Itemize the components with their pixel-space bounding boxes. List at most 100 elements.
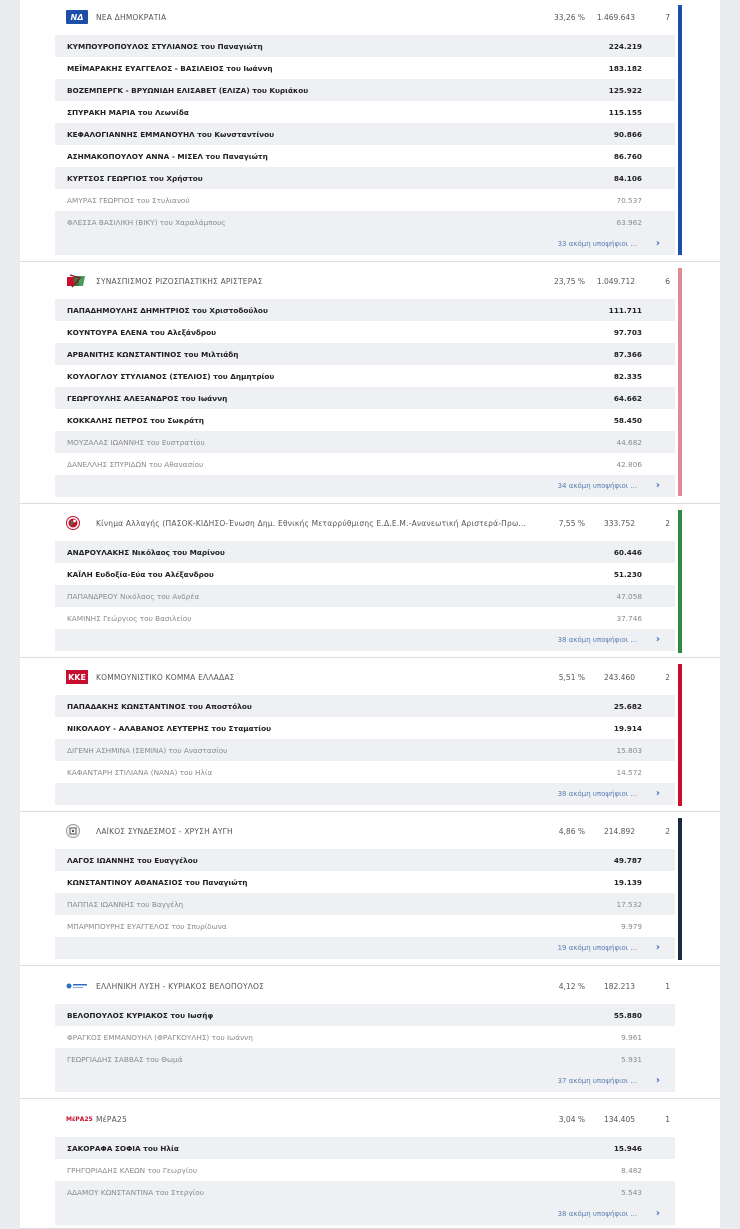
chevron-right-icon[interactable]: › — [655, 1208, 660, 1219]
table-row[interactable]: ΚΑΦΑΝΤΑΡΗ ΣΤΙΛΙΑΝΑ (ΝΑΝΑ) του Ηλία 14.572 — [55, 761, 675, 783]
candidate-name[interactable]: ΠΑΠΠΑΣ ΙΩΑΝΝΗΣ του Βαγγέλη — [67, 900, 184, 909]
candidate-name[interactable]: ΚΟΥΛΟΓΛΟΥ ΣΤΥΛΙΑΝΟΣ (ΣΤΕΛΙΟΣ) του Δημητρ… — [67, 372, 275, 381]
table-row[interactable]: ΛΑΓΟΣ ΙΩΑΝΝΗΣ του Ευαγγέλου 49.787 — [55, 849, 675, 871]
party-name[interactable]: Κίνημα Αλλαγής (ΠΑΣΟΚ-ΚΙΔΗΣΟ-Ένωση Δημ. … — [96, 519, 527, 528]
more-candidates-link[interactable]: 33 ακόμη υποψήφιοι ... — [558, 240, 637, 248]
more-candidates-link[interactable]: 38 ακόμη υποψήφιοι ... — [558, 790, 637, 798]
party-name[interactable]: ΕΛΛΗΝΙΚΗ ΛΥΣΗ - ΚΥΡΙΑΚΟΣ ΒΕΛΟΠΟΥΛΟΣ — [96, 982, 265, 991]
party-header[interactable]: ΕΛΛΗΝΙΚΗ ΛΥΣΗ - ΚΥΡΙΑΚΟΣ ΒΕΛΟΠΟΥΛΟΣ 4,12 … — [20, 969, 720, 997]
table-row[interactable]: ΣΠΥΡΑΚΗ ΜΑΡΙΑ του Λεωνίδα 115.155 — [55, 101, 675, 123]
table-row[interactable]: ΦΡΑΓΚΟΣ ΕΜΜΑΝΟΥΗΛ (ΦΡΑΓΚΟΥΛΗΣ) του Ιωάνν… — [55, 1026, 675, 1048]
candidate-name[interactable]: ΔΑΝΕΛΛΗΣ ΣΠΥΡΙΔΩΝ του Αθανασίου — [67, 460, 204, 469]
table-row[interactable]: ΑΝΔΡΟΥΛΑΚΗΣ Νικόλαος του Μαρίνου 60.446 — [55, 541, 675, 563]
table-row[interactable]: ΠΑΠΑΔΑΚΗΣ ΚΩΝΣΤΑΝΤΙΝΟΣ του Αποστόλου 25.6… — [55, 695, 675, 717]
party-name[interactable]: ΜέΡΑ25 — [96, 1115, 127, 1124]
table-row[interactable]: ΠΑΠΠΑΣ ΙΩΑΝΝΗΣ του Βαγγέλη 17.532 — [55, 893, 675, 915]
table-row[interactable]: ΚΑΜΙΝΗΣ Γεώργιος του Βασιλείου 37.746 — [55, 607, 675, 629]
candidate-name[interactable]: ΚΑΜΙΝΗΣ Γεώργιος του Βασιλείου — [67, 614, 192, 623]
party-name[interactable]: ΝΕΑ ΔΗΜΟΚΡΑΤΙΑ — [96, 13, 167, 22]
more-candidates-link[interactable]: 37 ακόμη υποψήφιοι ... — [558, 1077, 637, 1085]
table-row[interactable]: ΔΑΝΕΛΛΗΣ ΣΠΥΡΙΔΩΝ του Αθανασίου 42.806 — [55, 453, 675, 475]
chevron-right-icon[interactable]: › — [655, 942, 660, 953]
candidate-name[interactable]: ΜΠΑΡΜΠΟΥΡΗΣ ΕΥΑΓΓΕΛΟΣ του Σπυρίδωνα — [67, 922, 227, 931]
table-row[interactable]: ΔΙΓΕΝΗ ΑΣΗΜΙΝΑ (ΣΕΜΙΝΑ) του Αναστασίου 15… — [55, 739, 675, 761]
chevron-right-icon[interactable]: › — [655, 634, 660, 645]
table-row[interactable]: ΚΟΚΚΑΛΗΣ ΠΕΤΡΟΣ του Σωκράτη 58.450 — [55, 409, 675, 431]
candidate-name[interactable]: ΜΟΥΖΑΛΑΣ ΙΩΑΝΝΗΣ του Ευστρατίου — [67, 438, 205, 447]
candidate-name[interactable]: ΚΥΜΠΟΥΡΟΠΟΥΛΟΣ ΣΤΥΛΙΑΝΟΣ του Παναγιώτη — [67, 42, 263, 51]
candidate-name[interactable]: ΚΥΡΤΣΟΣ ΓΕΩΡΓΙΟΣ του Χρήστου — [67, 174, 203, 183]
table-row[interactable]: ΜΠΑΡΜΠΟΥΡΗΣ ΕΥΑΓΓΕΛΟΣ του Σπυρίδωνα 9.979 — [55, 915, 675, 937]
more-candidates-link[interactable]: 19 ακόμη υποψήφιοι ... — [558, 944, 637, 952]
candidate-name[interactable]: ΠΑΠΑΔΗΜΟΥΛΗΣ ΔΗΜΗΤΡΙΟΣ του Χριστοδούλου — [67, 306, 268, 315]
candidate-name[interactable]: ΠΑΠΑΝΔΡΕΟΥ Νικόλαος του Ανδρέα — [67, 592, 200, 601]
candidate-name[interactable]: ΣΠΥΡΑΚΗ ΜΑΡΙΑ του Λεωνίδα — [67, 108, 189, 117]
candidate-name[interactable]: ΣΑΚΟΡΑΦΑ ΣΟΦΙΑ του Ηλία — [67, 1144, 179, 1153]
candidate-name[interactable]: ΑΣΗΜΑΚΟΠΟΥΛΟΥ ΑΝΝΑ - ΜΙΣΕΛ του Παναγιώτη — [67, 152, 268, 161]
table-row[interactable]: ΜΟΥΖΑΛΑΣ ΙΩΑΝΝΗΣ του Ευστρατίου 44.682 — [55, 431, 675, 453]
candidate-name[interactable]: ΑΜΥΡΑΣ ΓΕΩΡΓΙΟΣ του Στυλιανού — [67, 196, 190, 205]
candidate-name[interactable]: ΦΛΕΣΣΑ ΒΑΣΙΛΙΚΗ (ΒΙΚΥ) του Χαραλάμπους — [67, 218, 226, 227]
table-row[interactable]: ΓΕΩΡΓΟΥΛΗΣ ΑΛΕΞΑΝΔΡΟΣ του Ιωάννη 64.662 — [55, 387, 675, 409]
table-row[interactable]: ΑΔΑΜΟΥ ΚΩΝΣΤΑΝΤΙΝΑ του Στεργίου 5.543 — [55, 1181, 675, 1203]
candidate-name[interactable]: ΚΟΥΝΤΟΥΡΑ ΕΛΕΝΑ του Αλεξάνδρου — [67, 328, 217, 337]
more-candidates-row[interactable]: 33 ακόμη υποψήφιοι ... › — [55, 233, 675, 255]
candidate-name[interactable]: ΑΝΔΡΟΥΛΑΚΗΣ Νικόλαος του Μαρίνου — [67, 548, 225, 557]
candidate-name[interactable]: ΛΑΓΟΣ ΙΩΑΝΝΗΣ του Ευαγγέλου — [67, 856, 198, 865]
table-row[interactable]: ΒΟΖΕΜΠΕΡΓΚ - ΒΡΥΩΝΙΔΗ ΕΛΙΣΑΒΕΤ (ΕΛΙΖΑ) τ… — [55, 79, 675, 101]
party-header[interactable]: ΚΚΕ ΚΟΜΜΟΥΝΙΣΤΙΚΟ ΚΟΜΜΑ ΕΛΛΑΔΑΣ 5,51 % 243.… — [20, 660, 720, 688]
candidate-name[interactable]: ΚΩΝΣΤΑΝΤΙΝΟΥ ΑΘΑΝΑΣΙΟΣ του Παναγιώτη — [67, 878, 248, 887]
candidate-name[interactable]: ΝΙΚΟΛΑΟΥ - ΑΛΑΒΑΝΟΣ ΛΕΥΤΕΡΗΣ του Σταματί… — [67, 724, 272, 733]
more-candidates-row[interactable]: 34 ακόμη υποψήφιοι ... › — [55, 475, 675, 497]
table-row[interactable]: ΠΑΠΑΝΔΡΕΟΥ Νικόλαος του Ανδρέα 47.058 — [55, 585, 675, 607]
chevron-right-icon[interactable]: › — [655, 788, 660, 799]
table-row[interactable]: ΚΥΡΤΣΟΣ ΓΕΩΡΓΙΟΣ του Χρήστου 84.106 — [55, 167, 675, 189]
table-row[interactable]: ΣΑΚΟΡΑΦΑ ΣΟΦΙΑ του Ηλία 15.946 — [55, 1137, 675, 1159]
more-candidates-row[interactable]: 38 ακόμη υποψήφιοι ... › — [55, 783, 675, 805]
chevron-right-icon[interactable]: › — [655, 480, 660, 491]
table-row[interactable]: ΚΟΥΛΟΓΛΟΥ ΣΤΥΛΙΑΝΟΣ (ΣΤΕΛΙΟΣ) του Δημητρ… — [55, 365, 675, 387]
party-header[interactable]: ΜέΡΑ25 ΜέΡΑ25 3,04 % 134.405 1 — [20, 1102, 720, 1130]
candidate-name[interactable]: ΓΕΩΡΓΙΑΔΗΣ ΣΑΒΒΑΣ του Θωμά — [67, 1055, 183, 1064]
table-row[interactable]: ΝΙΚΟΛΑΟΥ - ΑΛΑΒΑΝΟΣ ΛΕΥΤΕΡΗΣ του Σταματί… — [55, 717, 675, 739]
more-candidates-row[interactable]: 37 ακόμη υποψήφιοι ... › — [55, 1070, 675, 1092]
party-header[interactable]: ΣΥΝΑΣΠΙΣΜΟΣ ΡΙΖΟΣΠΑΣΤΙΚΗΣ ΑΡΙΣΤΕΡΑΣ 23,75… — [20, 264, 720, 292]
party-header[interactable]: ΝΔ ΝΕΑ ΔΗΜΟΚΡΑΤΙΑ 33,26 % 1.469.643 7 — [20, 0, 720, 28]
candidate-name[interactable]: ΚΑΦΑΝΤΑΡΗ ΣΤΙΛΙΑΝΑ (ΝΑΝΑ) του Ηλία — [67, 768, 213, 777]
table-row[interactable]: ΠΑΠΑΔΗΜΟΥΛΗΣ ΔΗΜΗΤΡΙΟΣ του Χριστοδούλου 1… — [55, 299, 675, 321]
table-row[interactable]: ΚΩΝΣΤΑΝΤΙΝΟΥ ΑΘΑΝΑΣΙΟΣ του Παναγιώτη 19.1… — [55, 871, 675, 893]
table-row[interactable]: ΜΕΪΜΑΡΑΚΗΣ ΕΥΑΓΓΕΛΟΣ - ΒΑΣΙΛΕΙΟΣ του Ιωά… — [55, 57, 675, 79]
table-row[interactable]: ΚΟΥΝΤΟΥΡΑ ΕΛΕΝΑ του Αλεξάνδρου 97.703 — [55, 321, 675, 343]
candidate-name[interactable]: ΑΔΑΜΟΥ ΚΩΝΣΤΑΝΤΙΝΑ του Στεργίου — [67, 1188, 204, 1197]
candidate-name[interactable]: ΓΕΩΡΓΟΥΛΗΣ ΑΛΕΞΑΝΔΡΟΣ του Ιωάννη — [67, 394, 228, 403]
candidate-name[interactable]: ΚΟΚΚΑΛΗΣ ΠΕΤΡΟΣ του Σωκράτη — [67, 416, 204, 425]
more-candidates-link[interactable]: 38 ακόμη υποψήφιοι ... — [558, 1210, 637, 1218]
table-row[interactable]: ΑΡΒΑΝΙΤΗΣ ΚΩΝΣΤΑΝΤΙΝΟΣ του Μιλτιάδη 87.36… — [55, 343, 675, 365]
table-row[interactable]: ΑΣΗΜΑΚΟΠΟΥΛΟΥ ΑΝΝΑ - ΜΙΣΕΛ του Παναγιώτη… — [55, 145, 675, 167]
candidate-name[interactable]: ΔΙΓΕΝΗ ΑΣΗΜΙΝΑ (ΣΕΜΙΝΑ) του Αναστασίου — [67, 746, 228, 755]
candidate-name[interactable]: ΚΕΦΑΛΟΓΙΑΝΝΗΣ ΕΜΜΑΝΟΥΗΛ του Κωνσταντίνου — [67, 130, 275, 139]
table-row[interactable]: ΑΜΥΡΑΣ ΓΕΩΡΓΙΟΣ του Στυλιανού 70.537 — [55, 189, 675, 211]
table-row[interactable]: ΚΑΪΛΗ Ευδοξία-Εύα του Αλέξανδρου 51.230 — [55, 563, 675, 585]
table-row[interactable]: ΒΕΛΟΠΟΥΛΟΣ ΚΥΡΙΑΚΟΣ του Ιωσήφ 55.880 — [55, 1004, 675, 1026]
table-row[interactable]: ΓΡΗΓΟΡΙΑΔΗΣ ΚΛΕΩΝ του Γεωργίου 8.482 — [55, 1159, 675, 1181]
candidate-name[interactable]: ΜΕΪΜΑΡΑΚΗΣ ΕΥΑΓΓΕΛΟΣ - ΒΑΣΙΛΕΙΟΣ του Ιωά… — [67, 64, 273, 73]
party-name[interactable]: ΛΑΪΚΟΣ ΣΥΝΔΕΣΜΟΣ - ΧΡΥΣΗ ΑΥΓΗ — [96, 827, 233, 836]
party-name[interactable]: ΣΥΝΑΣΠΙΣΜΟΣ ΡΙΖΟΣΠΑΣΤΙΚΗΣ ΑΡΙΣΤΕΡΑΣ — [96, 277, 263, 286]
more-candidates-row[interactable]: 38 ακόμη υποψήφιοι ... › — [55, 1203, 675, 1225]
candidate-name[interactable]: ΒΕΛΟΠΟΥΛΟΣ ΚΥΡΙΑΚΟΣ του Ιωσήφ — [67, 1011, 214, 1020]
candidate-name[interactable]: ΦΡΑΓΚΟΣ ΕΜΜΑΝΟΥΗΛ (ΦΡΑΓΚΟΥΛΗΣ) του Ιωάνν… — [67, 1033, 253, 1042]
more-candidates-row[interactable]: 38 ακόμη υποψήφιοι ... › — [55, 629, 675, 651]
party-header[interactable]: Κίνημα Αλλαγής (ΠΑΣΟΚ-ΚΙΔΗΣΟ-Ένωση Δημ. … — [20, 506, 720, 534]
table-row[interactable]: ΓΕΩΡΓΙΑΔΗΣ ΣΑΒΒΑΣ του Θωμά 5.931 — [55, 1048, 675, 1070]
candidate-name[interactable]: ΓΡΗΓΟΡΙΑΔΗΣ ΚΛΕΩΝ του Γεωργίου — [67, 1166, 198, 1175]
table-row[interactable]: ΚΕΦΑΛΟΓΙΑΝΝΗΣ ΕΜΜΑΝΟΥΗΛ του Κωνσταντίνου… — [55, 123, 675, 145]
table-row[interactable]: ΦΛΕΣΣΑ ΒΑΣΙΛΙΚΗ (ΒΙΚΥ) του Χαραλάμπους 63… — [55, 211, 675, 233]
party-name[interactable]: ΚΟΜΜΟΥΝΙΣΤΙΚΟ ΚΟΜΜΑ ΕΛΛΑΔΑΣ — [96, 673, 235, 682]
candidate-name[interactable]: ΚΑΪΛΗ Ευδοξία-Εύα του Αλέξανδρου — [67, 570, 214, 579]
more-candidates-link[interactable]: 38 ακόμη υποψήφιοι ... — [558, 636, 637, 644]
more-candidates-row[interactable]: 19 ακόμη υποψήφιοι ... › — [55, 937, 675, 959]
chevron-right-icon[interactable]: › — [655, 1075, 660, 1086]
candidate-name[interactable]: ΠΑΠΑΔΑΚΗΣ ΚΩΝΣΤΑΝΤΙΝΟΣ του Αποστόλου — [67, 702, 252, 711]
table-row[interactable]: ΚΥΜΠΟΥΡΟΠΟΥΛΟΣ ΣΤΥΛΙΑΝΟΣ του Παναγιώτη 22… — [55, 35, 675, 57]
